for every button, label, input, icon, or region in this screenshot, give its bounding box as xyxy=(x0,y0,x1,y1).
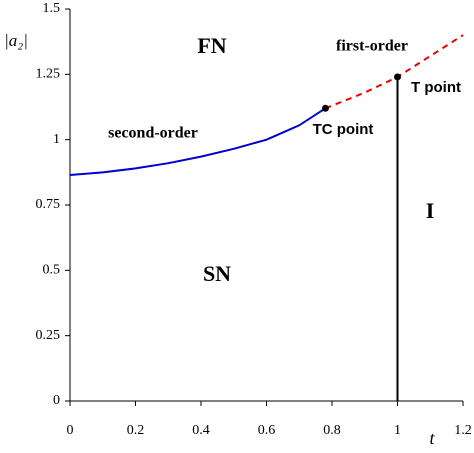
critical-point xyxy=(394,73,401,81)
x-tick-label: 1 xyxy=(394,423,401,438)
critical-point xyxy=(321,104,329,112)
x-tick-label: 0.2 xyxy=(127,423,145,438)
x-tick-label: 1.2 xyxy=(454,423,472,438)
region-label: I xyxy=(426,198,435,223)
region-label: FN xyxy=(197,33,226,58)
region-label: first-order xyxy=(336,38,408,55)
y-tick-label: 0.5 xyxy=(43,263,61,278)
y-tick-label: 0 xyxy=(53,393,60,408)
point-label: TC point xyxy=(313,121,374,138)
y-tick-label: 1.25 xyxy=(36,67,61,82)
y-axis-label: |a₂| xyxy=(4,31,28,50)
y-tick-label: 1.5 xyxy=(43,1,61,16)
region-label: second-order xyxy=(108,125,198,142)
x-tick-label: 0.6 xyxy=(258,423,276,438)
y-tick-label: 1 xyxy=(53,132,60,147)
x-axis-label: t xyxy=(429,428,435,448)
x-tick-label: 0 xyxy=(67,423,74,438)
x-tick-label: 0.4 xyxy=(192,423,210,438)
phase-line xyxy=(69,107,326,176)
region-label: SN xyxy=(203,261,231,286)
x-tick-label: 0.8 xyxy=(323,423,341,438)
y-tick-label: 0.25 xyxy=(36,328,61,343)
point-label: T point xyxy=(411,79,461,96)
y-tick-label: 0.75 xyxy=(36,197,61,212)
